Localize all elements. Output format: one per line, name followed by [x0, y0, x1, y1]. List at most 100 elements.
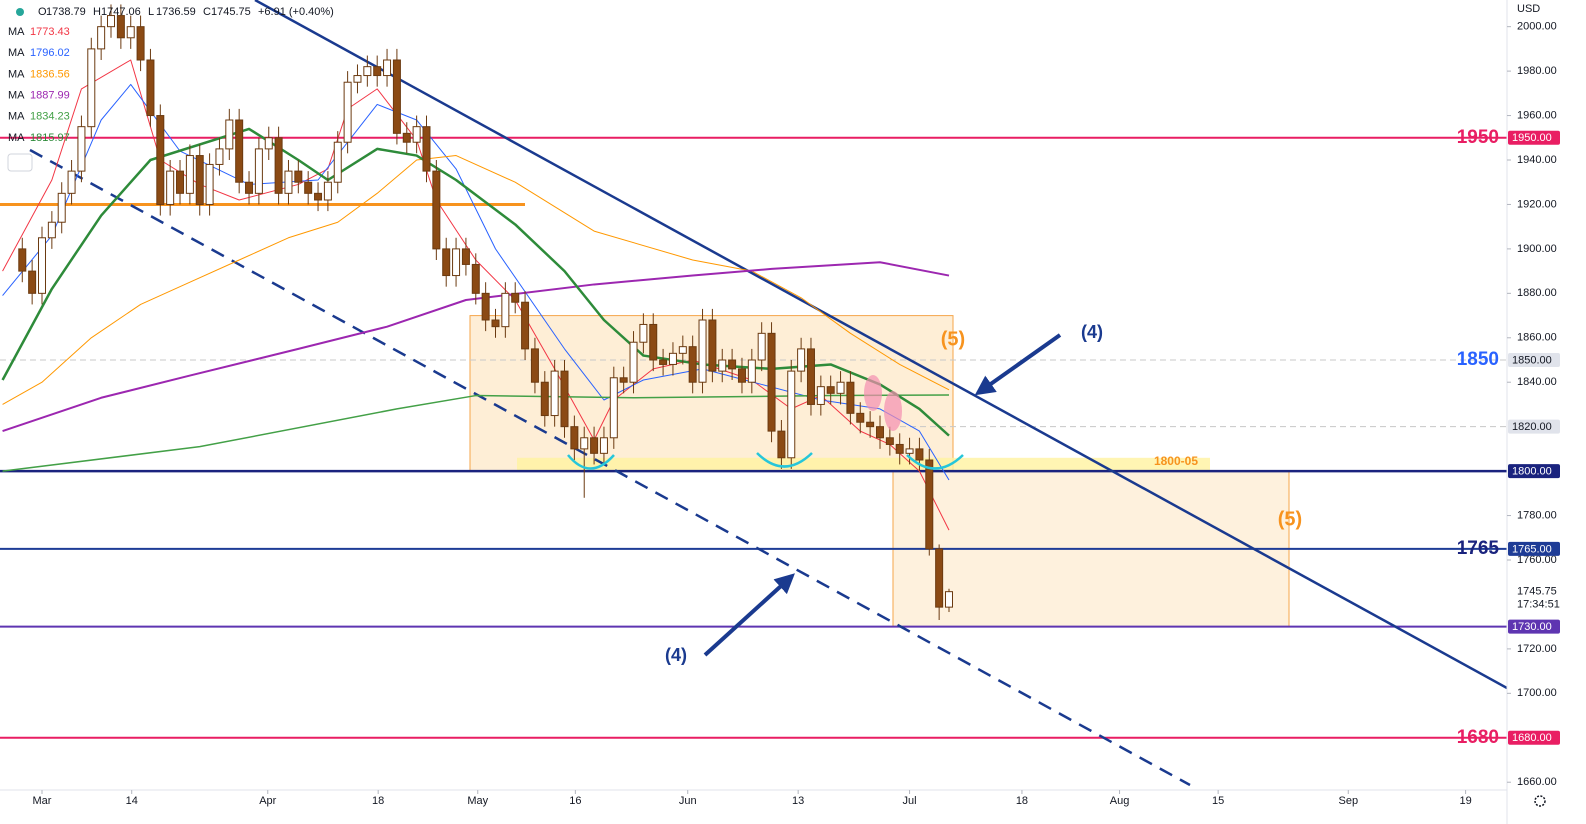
- candle-body: [452, 248, 461, 277]
- moving-average: [2, 155, 950, 405]
- candle-body: [284, 170, 293, 194]
- highlight: [884, 391, 902, 431]
- candle-body: [47, 221, 56, 239]
- candle-body: [57, 192, 66, 223]
- candle-body: [885, 437, 894, 445]
- ohlc-key: C: [203, 6, 211, 18]
- candle-body: [915, 448, 924, 461]
- candle-body: [323, 181, 332, 201]
- candle-body: [235, 119, 244, 183]
- price-tag: [1508, 130, 1560, 145]
- candle-body: [28, 270, 37, 294]
- moving-average: [1, 127, 950, 437]
- candle-body: [136, 26, 145, 61]
- candle-body: [245, 181, 254, 194]
- x-tick-label: 16: [569, 795, 581, 807]
- candle-body: [18, 248, 27, 272]
- level-label: 1950: [1457, 127, 1499, 148]
- candle-body: [737, 368, 746, 383]
- candle-body: [560, 370, 569, 428]
- candle-body: [422, 126, 431, 172]
- candle-body: [126, 26, 135, 39]
- candle-body: [540, 381, 549, 417]
- ohlc-key: O: [38, 6, 47, 18]
- candle-body: [471, 263, 480, 294]
- candle-body: [383, 59, 392, 77]
- candle-body: [856, 412, 865, 423]
- settings[interactable]: [1534, 795, 1546, 807]
- candle-body: [264, 137, 273, 150]
- candle-body: [708, 319, 717, 372]
- legend-name: MA: [8, 68, 25, 80]
- price-tag: [1508, 730, 1560, 745]
- candle-body: [304, 181, 313, 194]
- collapse-button[interactable]: [7, 153, 33, 172]
- candle-body: [836, 381, 845, 394]
- candle-body: [353, 75, 362, 83]
- y-tick-label: 1920.00: [1517, 198, 1557, 210]
- candle-body: [905, 448, 914, 454]
- candle-body: [590, 437, 599, 454]
- candle-body: [757, 332, 766, 361]
- candle-body: [718, 359, 727, 372]
- price-tag: [1508, 419, 1560, 434]
- candle-body: [87, 48, 96, 128]
- wave-label: (4): [1081, 322, 1103, 342]
- legend-name: MA: [8, 90, 25, 102]
- highlight: [864, 375, 882, 411]
- candle-body: [156, 115, 165, 205]
- wave-label: (5): [941, 328, 965, 350]
- candle-body: [314, 192, 323, 201]
- candle-body: [511, 292, 520, 303]
- candle-body: [767, 332, 776, 432]
- legend-value: 1887.99: [30, 90, 70, 102]
- last-price: 1745.75: [1517, 586, 1557, 598]
- candle-body: [944, 591, 953, 608]
- candle-body: [205, 163, 214, 205]
- candle-body: [343, 81, 352, 143]
- candle-body: [254, 148, 263, 194]
- candle-body: [37, 237, 46, 294]
- candle-body: [225, 119, 234, 150]
- x-tick-label: 13: [792, 795, 804, 807]
- y-tick-label: 1660.00: [1517, 776, 1557, 788]
- support-zone: [517, 457, 1210, 471]
- candle-body: [550, 370, 559, 417]
- candle-body: [274, 137, 283, 194]
- candle-body: [570, 426, 579, 450]
- candle-body: [846, 381, 855, 414]
- candle-body: [787, 370, 796, 459]
- candle-body: [481, 292, 490, 321]
- price-tag: [1508, 464, 1560, 479]
- candle-body: [442, 248, 451, 277]
- candle-body: [826, 386, 835, 394]
- candle-body: [659, 359, 668, 365]
- price-tag-label: 1800.00: [1512, 466, 1552, 478]
- candle-body: [491, 319, 500, 328]
- ohlc-key: H: [93, 6, 101, 18]
- legend-name: MA: [8, 111, 25, 123]
- y-tick-label: 1900.00: [1517, 243, 1557, 255]
- moving-average: [2, 261, 950, 433]
- zone-label: 1800-05: [1154, 454, 1198, 468]
- level-label: 1680: [1457, 727, 1499, 748]
- candle-body: [402, 132, 411, 143]
- wave-label: (5): [1278, 508, 1302, 530]
- price-tag: [1508, 619, 1560, 634]
- candle-body: [777, 430, 786, 459]
- trendline: [254, 0, 1507, 690]
- ohlc-key: L: [148, 6, 154, 18]
- candle-body: [728, 359, 737, 370]
- currency[interactable]: USD: [1517, 3, 1540, 15]
- x-tick-label: Apr: [259, 795, 276, 807]
- candle-body: [895, 443, 904, 454]
- legend-name: MA: [8, 47, 25, 59]
- price-tag-label: 1730.00: [1512, 621, 1552, 633]
- x-tick-label: 18: [1016, 795, 1028, 807]
- candle-body: [166, 170, 175, 205]
- price-tag-label: 1765.00: [1512, 543, 1552, 555]
- x-tick-label: 14: [126, 795, 138, 807]
- ohlc-value: 1736.59: [156, 6, 196, 18]
- candle-body: [412, 126, 421, 143]
